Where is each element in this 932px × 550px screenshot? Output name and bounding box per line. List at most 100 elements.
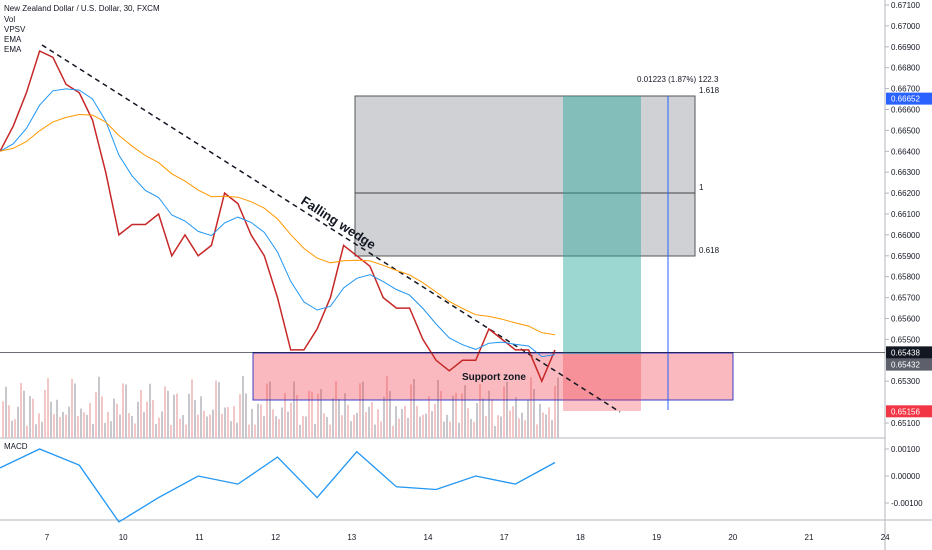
volume-bar <box>266 383 268 438</box>
volume-bar <box>332 398 334 438</box>
volume-bar <box>485 416 487 438</box>
price-tick-label: 0.66300 <box>891 168 920 177</box>
volume-bar <box>509 410 511 438</box>
volume-bar <box>305 416 307 438</box>
volume-bar <box>170 425 172 438</box>
volume-bar <box>359 383 361 438</box>
price-badge <box>886 358 932 371</box>
price-tick-label: 0.66200 <box>891 189 920 198</box>
price-badge <box>886 92 932 105</box>
volume-bar <box>380 421 382 438</box>
volume-bar <box>308 390 310 438</box>
volume-bar <box>440 390 442 438</box>
price-tick-label: 0.66500 <box>891 126 920 135</box>
volume-bar <box>353 414 355 438</box>
volume-bar <box>338 399 340 438</box>
price-tick-label: 0.66700 <box>891 85 920 94</box>
volume-bar <box>62 411 64 438</box>
price-badge-label: 0.65156 <box>891 407 920 416</box>
volume-bar <box>545 414 547 438</box>
volume-bar <box>362 381 364 438</box>
volume-bar <box>470 418 472 438</box>
symbol-title[interactable]: New Zealand Dollar / U.S. Dollar, 30, FX… <box>4 4 160 13</box>
volume-bar <box>395 406 397 438</box>
time-label: 14 <box>424 533 433 542</box>
price-tick-label: 0.67100 <box>891 1 920 10</box>
volume-bar <box>227 407 229 438</box>
volume-bar <box>239 394 241 438</box>
volume-bar <box>68 406 70 438</box>
volume-bar <box>530 377 532 438</box>
price-line <box>0 49 556 384</box>
volume-bar <box>482 398 484 438</box>
stop-zone <box>563 354 641 411</box>
price-tick-label: 0.66000 <box>891 231 920 240</box>
volume-bar <box>224 407 226 438</box>
volume-bar <box>149 383 151 438</box>
volume-bar <box>329 424 331 438</box>
volume-bar <box>116 403 118 438</box>
volume-bar <box>323 413 325 438</box>
volume-bar <box>197 414 199 438</box>
wedge-line <box>41 44 621 413</box>
volume-bar <box>554 385 556 438</box>
volume-bar <box>80 408 82 438</box>
volume-bar <box>233 406 235 438</box>
volume-bar <box>458 422 460 438</box>
price-tick-label: 0.67000 <box>891 22 920 31</box>
volume-bar <box>320 389 322 438</box>
volume-bar <box>77 416 79 438</box>
time-label: 7 <box>45 533 50 542</box>
macd-tick-label: 0.00100 <box>891 445 920 454</box>
volume-bar <box>92 423 94 438</box>
volume-bar <box>443 421 445 438</box>
price-tick-label: 0.66900 <box>891 43 920 52</box>
volume-bar <box>230 421 232 438</box>
volume-bar <box>245 393 247 438</box>
volume-bar <box>344 393 346 438</box>
volume-bar <box>401 408 403 438</box>
volume-bar <box>209 414 211 438</box>
volume-bar <box>119 414 121 438</box>
volume-bar <box>314 423 316 438</box>
volume-bar <box>257 403 259 438</box>
volume-bar <box>326 416 328 438</box>
target-zone <box>563 96 641 354</box>
volume-bar <box>23 390 25 438</box>
volume-bar <box>392 425 394 438</box>
volume-bar <box>422 414 424 438</box>
volume-bar <box>260 404 262 438</box>
volume-bar <box>389 390 391 438</box>
volume-bar <box>356 412 358 438</box>
price-tick-label: 0.65700 <box>891 294 920 303</box>
volume-bar <box>512 406 514 438</box>
price-tick-label: 0.66600 <box>891 106 920 115</box>
volume-bar <box>134 423 136 438</box>
volume-bar <box>212 409 214 438</box>
volume-bar <box>368 406 370 438</box>
volume-bar <box>203 410 205 438</box>
price-tick-label: 0.66100 <box>891 210 920 219</box>
volume-bar <box>491 399 493 438</box>
volume-bar <box>158 417 160 438</box>
volume-bar <box>302 416 304 438</box>
volume-bar <box>413 379 415 438</box>
volume-bar <box>533 388 535 438</box>
volume-bar <box>311 391 313 438</box>
time-label: 18 <box>576 533 585 542</box>
volume-bar <box>188 393 190 438</box>
price-badge-label: 0.66652 <box>891 95 920 104</box>
volume-bar <box>317 393 319 438</box>
volume-bar <box>41 421 43 438</box>
volume-bar <box>365 412 367 438</box>
macd-title[interactable]: MACD <box>4 442 28 451</box>
time-label: 10 <box>119 533 128 542</box>
volume-bar <box>557 377 559 438</box>
volume-bar <box>146 401 148 438</box>
volume-bar <box>131 416 133 438</box>
volume-bar <box>425 413 427 438</box>
volume-bar <box>335 381 337 438</box>
time-label: 19 <box>652 533 661 542</box>
volume-bar <box>191 379 193 438</box>
macd-tick-label: 0.00000 <box>891 472 920 481</box>
